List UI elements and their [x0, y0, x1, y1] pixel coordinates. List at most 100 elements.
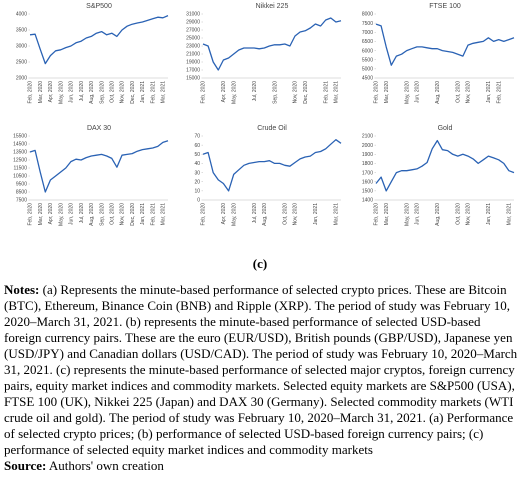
- y-tick-label: 11500: [13, 166, 27, 172]
- x-tick-label: Jan, 2021: [140, 81, 146, 103]
- y-tick-label: 19000: [186, 60, 200, 66]
- price-line: [202, 17, 342, 71]
- y-tick-label: 1500: [362, 189, 373, 195]
- y-tick-label: 9500: [16, 182, 27, 188]
- x-tick-label: Jun, 2020: [415, 203, 421, 225]
- x-tick-label: Jun, 2020: [69, 203, 75, 225]
- price-line: [29, 140, 169, 193]
- y-tick-label: 27000: [186, 28, 200, 34]
- notes-paragraph: Notes: (a) Represents the minute-based p…: [4, 282, 518, 458]
- y-tick-label: 8000: [362, 12, 373, 18]
- y-tick-label: 6000: [362, 48, 373, 54]
- figure: (c) S&P500 2000 2500 3000 3500 4000 Feb, 2020 M…: [13, 3, 515, 271]
- source-paragraph: Source: Authors' own creation: [4, 458, 518, 474]
- x-tick-label: Nov, 2020: [466, 203, 472, 226]
- x-tick-label: Nov, 2020: [120, 81, 126, 104]
- y-tick-label: 14500: [13, 142, 27, 148]
- y-tick-label: 23000: [186, 44, 200, 50]
- x-tick-label: Sep, 2020: [99, 81, 105, 104]
- x-tick-label: Dec, 2020: [303, 81, 309, 104]
- chart-title: FTSE 100: [429, 3, 461, 10]
- y-tick-label: 2100: [362, 134, 373, 140]
- x-tick-label: Mar, 2020: [384, 203, 390, 225]
- y-tick-label: 70: [194, 134, 200, 140]
- x-tick-label: Jun, 2020: [415, 81, 421, 103]
- y-tick-label: 4500: [362, 76, 373, 82]
- chart-title: Nikkei 225: [256, 3, 289, 10]
- x-tick-label: Nov, 2020: [466, 81, 472, 104]
- x-tick-label: Jul, 2020: [79, 203, 85, 224]
- y-tick-label: 15000: [186, 76, 200, 82]
- x-tick-label: Apr, 2020: [48, 203, 54, 225]
- y-tick-label: 21000: [186, 52, 200, 58]
- y-tick-label: 31000: [186, 12, 200, 18]
- y-tick-label: 30: [194, 170, 200, 176]
- x-tick-label: Jan, 2021: [486, 81, 492, 103]
- x-tick-label: Mar, 2021: [334, 203, 340, 225]
- chart-title: Gold: [438, 125, 453, 132]
- y-tick-label: 12500: [13, 158, 27, 164]
- x-tick-label: Sep, 2020: [272, 81, 278, 104]
- x-tick-label: Oct, 2020: [455, 203, 461, 225]
- y-tick-label: 2500: [16, 60, 27, 66]
- x-tick-label: Nov, 2020: [293, 203, 299, 226]
- y-tick-label: 1800: [362, 161, 373, 167]
- x-tick-label: Nov, 2020: [120, 203, 126, 226]
- price-line: [29, 15, 169, 65]
- y-tick-label: 40: [194, 161, 200, 167]
- x-tick-label: Feb, 2020: [374, 203, 380, 226]
- x-tick-label: Feb, 2021: [150, 81, 156, 104]
- y-tick-label: 1400: [362, 198, 373, 204]
- y-tick-label: 6500: [362, 39, 373, 45]
- x-tick-label: May, 2020: [58, 203, 64, 226]
- notes-label: Notes:: [4, 282, 40, 297]
- source-label: Source:: [4, 458, 47, 473]
- x-tick-label: Jan, 2021: [313, 203, 319, 225]
- source-text: Authors' own creation: [48, 458, 164, 473]
- x-tick-label: Feb, 2021: [323, 81, 329, 104]
- y-tick-label: 0: [197, 198, 200, 204]
- y-tick-label: 25000: [186, 36, 200, 42]
- y-tick-label: 5500: [362, 57, 373, 63]
- price-line: [375, 139, 515, 192]
- x-tick-label: Oct, 2020: [109, 203, 115, 225]
- x-tick-label: Jul, 2020: [252, 81, 258, 102]
- x-tick-label: May, 2020: [231, 81, 237, 104]
- y-tick-label: 1900: [362, 152, 373, 158]
- chart-title: Crude Oil: [257, 125, 287, 132]
- y-tick-label: 2000: [16, 76, 27, 82]
- x-tick-label: Oct, 2020: [109, 81, 115, 103]
- x-tick-label: Aug, 2020: [89, 81, 95, 104]
- y-tick-label: 7500: [16, 198, 27, 204]
- y-tick-label: 50: [194, 152, 200, 158]
- x-tick-label: Oct, 2020: [282, 203, 288, 225]
- x-tick-label: Dec, 2020: [130, 203, 136, 226]
- x-tick-label: Mar, 2020: [384, 81, 390, 103]
- y-tick-label: 1700: [362, 170, 373, 176]
- y-tick-label: 2000: [362, 143, 373, 149]
- x-tick-label: Nov, 2020: [293, 81, 299, 104]
- x-tick-label: May, 2020: [404, 81, 410, 104]
- x-tick-label: Sep, 2020: [99, 203, 105, 226]
- y-tick-label: 5000: [362, 67, 373, 73]
- x-tick-label: Aug, 2020: [435, 81, 441, 104]
- y-tick-label: 10500: [13, 174, 27, 180]
- x-tick-label: Feb, 2021: [150, 203, 156, 226]
- x-tick-label: Mar, 2021: [161, 81, 167, 103]
- y-tick-label: 15500: [13, 134, 27, 140]
- y-tick-label: 7500: [362, 21, 373, 27]
- y-tick-label: 60: [194, 143, 200, 149]
- x-tick-label: May, 2020: [58, 81, 64, 104]
- y-tick-label: 13500: [13, 150, 27, 156]
- x-tick-label: Apr, 2020: [221, 81, 227, 103]
- x-tick-label: May, 2020: [231, 203, 237, 226]
- price-line: [202, 139, 342, 192]
- x-tick-label: Aug, 2020: [435, 203, 441, 226]
- chart-title: S&P500: [86, 3, 112, 10]
- y-tick-label: 20: [194, 179, 200, 185]
- y-tick-label: 29000: [186, 20, 200, 26]
- x-tick-label: Mar, 2020: [38, 81, 44, 103]
- figure-label: (c): [253, 256, 267, 271]
- x-tick-label: May, 2020: [404, 203, 410, 226]
- x-tick-label: Feb, 2020: [201, 81, 207, 104]
